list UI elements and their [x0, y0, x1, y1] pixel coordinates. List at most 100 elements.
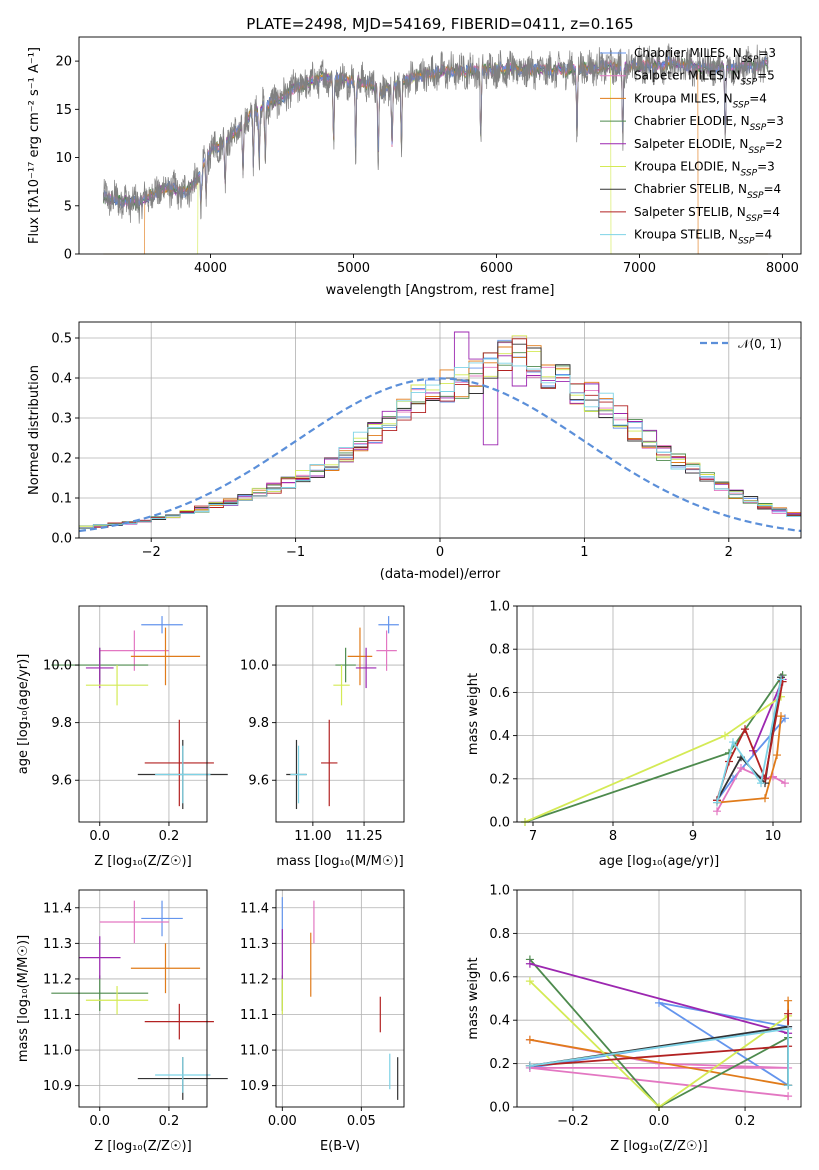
- y-tick-label: 11.4: [240, 901, 269, 916]
- x-axis-label: Z [log₁₀(Z/Z☉)]: [94, 854, 191, 869]
- series-line-kroupa-miles: [716, 716, 782, 804]
- y-tick-label: 15: [55, 103, 72, 118]
- chart-title: PLATE=2498, MJD=54169, FIBERID=0411, z=0…: [246, 15, 633, 33]
- axes-frame-5: [516, 605, 802, 823]
- y-tick-label: 11.1: [240, 1008, 269, 1023]
- series-marker-kroupa-stelib: [784, 1024, 793, 1033]
- legend-entry: Chabrier ELODIE, NSSP=3: [634, 114, 784, 133]
- series-marker-kroupa-stelib: [713, 798, 721, 807]
- y-tick-label: 0.0: [489, 1101, 510, 1116]
- x-tick-label: 8000: [766, 261, 799, 276]
- axes-frame-1: [78, 36, 802, 255]
- text-layer: 4000 5000 6000 7000 800005101520PLATE=2498, …: [16, 15, 799, 1154]
- x-tick-label: 1: [580, 545, 588, 560]
- y-tick-label: 11.3: [240, 937, 269, 952]
- x-tick-label: 0.2: [159, 829, 180, 844]
- x-axis-label: wavelength [Angstrom, rest frame]: [326, 283, 555, 298]
- y-axis-label: mass weight: [466, 957, 481, 1039]
- y-tick-label: 9.6: [51, 774, 72, 789]
- x-tick-label: 7: [529, 829, 537, 844]
- y-axis-label: Normed distribution: [27, 365, 42, 495]
- series-line-salpeter-elodie: [752, 679, 784, 752]
- legend-entry: Salpeter MILES, NSSP=5: [634, 69, 775, 88]
- y-tick-label: 10: [55, 151, 72, 166]
- series-marker-kroupa-elodie: [721, 731, 729, 740]
- series-marker-salpeter-miles: [781, 779, 789, 788]
- y-tick-label: 0.2: [489, 772, 510, 787]
- y-tick-label: 0.4: [489, 729, 510, 744]
- series-marker-kroupa-stelib: [757, 779, 765, 788]
- series-marker-salpeter-stelib: [741, 725, 749, 734]
- x-tick-label: 7000: [623, 261, 656, 276]
- series-marker-kroupa-miles: [773, 751, 781, 760]
- y-tick-label: 1.0: [489, 600, 510, 615]
- x-axis-label: E(B-V): [320, 1139, 360, 1154]
- y-tick-label: 0.2: [51, 452, 72, 467]
- legend-entry: Kroupa MILES, NSSP=4: [634, 91, 767, 110]
- y-axis-label: Flux [fλ10⁻¹⁷ erg cm⁻² s⁻¹ A⁻¹]: [27, 47, 42, 244]
- y-tick-label: 0.0: [51, 532, 72, 547]
- x-tick-label: 0.0: [89, 1114, 110, 1129]
- y-tick-label: 0.6: [489, 970, 510, 985]
- x-tick-label: 0.00: [268, 1114, 297, 1129]
- y-tick-label: 11.0: [240, 1044, 269, 1059]
- axes-frame-3: [78, 605, 208, 823]
- x-axis-label: (data-model)/error: [380, 567, 501, 582]
- x-tick-label: 6000: [480, 261, 513, 276]
- x-tick-label: 0.05: [347, 1114, 376, 1129]
- x-tick-label: 8: [609, 829, 617, 844]
- series-marker-kroupa-stelib: [525, 1061, 534, 1070]
- y-tick-label: 0.8: [489, 643, 510, 658]
- legend-entry: Kroupa ELODIE, NSSP=3: [634, 160, 775, 179]
- y-tick-label: 0.0: [489, 816, 510, 831]
- series-marker-kroupa-miles: [777, 712, 785, 721]
- series-marker-kroupa-stelib: [777, 675, 785, 684]
- y-tick-label: 0.5: [51, 332, 72, 347]
- y-tick-label: 9.6: [248, 774, 269, 789]
- y-tick-label: 11.0: [43, 1044, 72, 1059]
- x-tick-label: 4000: [194, 261, 227, 276]
- y-tick-label: 0.3: [51, 412, 72, 427]
- y-tick-label: 10.0: [240, 659, 269, 674]
- x-tick-label: 0.0: [89, 829, 110, 844]
- x-axis-label: Z [log₁₀(Z/Z☉)]: [94, 1139, 191, 1154]
- normal-curve: [78, 377, 802, 533]
- hist-step-salpeter-stelib: [79, 338, 801, 529]
- legend-entry: Chabrier MILES, NSSP=3: [634, 46, 776, 65]
- legend-entry: Chabrier STELIB, NSSP=4: [634, 182, 781, 201]
- legend-entry-normal: 𝒩(0, 1): [738, 337, 782, 351]
- hist-step-kroupa-stelib: [79, 358, 801, 529]
- series-marker-salpeter-elodie: [525, 959, 534, 968]
- x-axis-label: age [log₁₀(age/yr)]: [599, 854, 720, 869]
- x-tick-label: 2: [725, 545, 733, 560]
- y-tick-label: 0.6: [489, 686, 510, 701]
- x-tick-label: 11.00: [294, 829, 331, 844]
- series-marker-kroupa-stelib: [729, 738, 737, 747]
- y-tick-label: 0: [64, 248, 72, 263]
- x-tick-label: 5000: [337, 261, 370, 276]
- series-line-salpeter-elodie: [529, 962, 789, 1035]
- x-tick-label: 9: [689, 829, 697, 844]
- x-tick-label: 0: [436, 545, 444, 560]
- y-axis-label: mass [log₁₀(M/M☉)]: [16, 935, 31, 1062]
- y-tick-label: 11.1: [43, 1008, 72, 1023]
- axes-layer: [75, 36, 802, 1111]
- axes-frame-4: [275, 605, 405, 823]
- y-tick-label: 0.2: [489, 1057, 510, 1072]
- y-tick-label: 11.2: [43, 972, 72, 987]
- legend-entry: Salpeter ELODIE, NSSP=2: [634, 137, 783, 156]
- x-tick-label: 11.25: [345, 829, 382, 844]
- series-marker-kroupa-miles: [761, 794, 769, 803]
- y-tick-label: 10.9: [240, 1079, 269, 1094]
- series-marker-salpeter-miles: [737, 764, 745, 772]
- y-tick-label: 10.9: [43, 1079, 72, 1094]
- series-marker-salpeter-stelib: [784, 1009, 793, 1018]
- y-tick-label: 11.4: [43, 901, 72, 916]
- x-tick-label: −1: [286, 545, 305, 560]
- y-tick-label: 5: [64, 199, 72, 214]
- series-marker-salpeter-miles: [784, 1092, 793, 1101]
- x-tick-label: 0.0: [649, 1114, 670, 1129]
- x-tick-label: 0.2: [159, 1114, 180, 1129]
